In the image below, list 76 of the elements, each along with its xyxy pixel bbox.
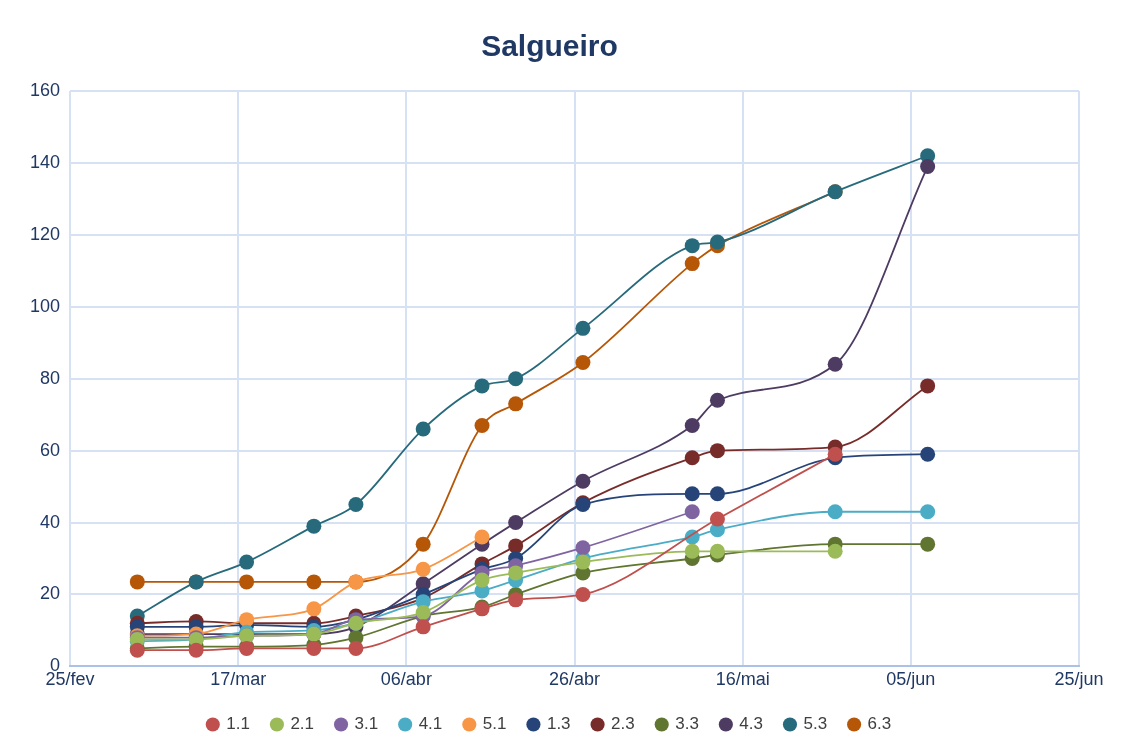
legend-label: 4.1 [418,714,443,734]
point [684,543,700,559]
x-tick-label: 26/abr [548,669,601,690]
legend-label: 2.1 [290,714,315,734]
legend-label: 5.1 [482,714,507,734]
point [508,515,524,531]
legend-label: 3.1 [354,714,379,734]
point [474,417,490,433]
point [709,234,725,250]
point [684,256,700,272]
point [827,504,843,520]
point [508,538,524,554]
point [709,543,725,559]
point [306,518,322,534]
point [920,159,936,175]
point [709,486,725,502]
point [415,536,431,552]
point [827,446,843,462]
y-tick-label: 40 [40,511,61,532]
x-tick-label: 17/mar [210,669,267,690]
point [684,504,700,520]
point [920,378,936,394]
point [508,565,524,581]
y-tick-label: 60 [40,439,61,460]
point [920,536,936,552]
point [684,450,700,466]
legend-label: 1.3 [546,714,571,734]
point [306,601,322,617]
point [920,446,936,462]
point [474,572,490,588]
x-tick-label: 06/abr [380,669,432,690]
y-tick-label: 80 [40,367,61,388]
y-tick-label: 160 [29,79,61,100]
point [709,392,725,408]
point [920,504,936,520]
point [306,574,322,590]
y-tick-label: 140 [29,151,61,172]
chart-title: Salgueiro [481,29,618,63]
point [575,320,591,336]
point [129,574,145,590]
legend-label: 3.3 [675,714,699,734]
point [474,378,490,394]
point [827,543,843,559]
point [508,396,524,412]
point [684,238,700,254]
legend-label: 4.3 [739,714,763,734]
point [415,561,431,577]
point [575,355,591,371]
legend-label: 1.1 [226,714,250,734]
y-tick-label: 100 [29,295,61,316]
point [348,497,364,513]
y-tick-label: 120 [29,223,61,244]
point [348,640,364,656]
point [575,540,591,556]
x-tick-label: 05/jun [886,669,936,690]
point [575,586,591,602]
x-tick-label: 16/mai [715,669,770,690]
point [709,511,725,527]
point [415,619,431,635]
point [415,604,431,620]
x-tick-label: 25/jun [1054,669,1104,690]
point [684,486,700,502]
point [239,554,255,570]
legend-label: 5.3 [803,714,828,734]
point [827,356,843,372]
point [575,473,591,489]
point [508,371,524,387]
legend-label: 6.3 [867,714,892,734]
point [508,592,524,608]
y-tick-label: 20 [40,583,61,604]
point [239,574,255,590]
point [415,421,431,437]
point [474,529,490,545]
legend-label: 2.3 [611,714,635,734]
point [709,443,725,459]
point [684,417,700,433]
